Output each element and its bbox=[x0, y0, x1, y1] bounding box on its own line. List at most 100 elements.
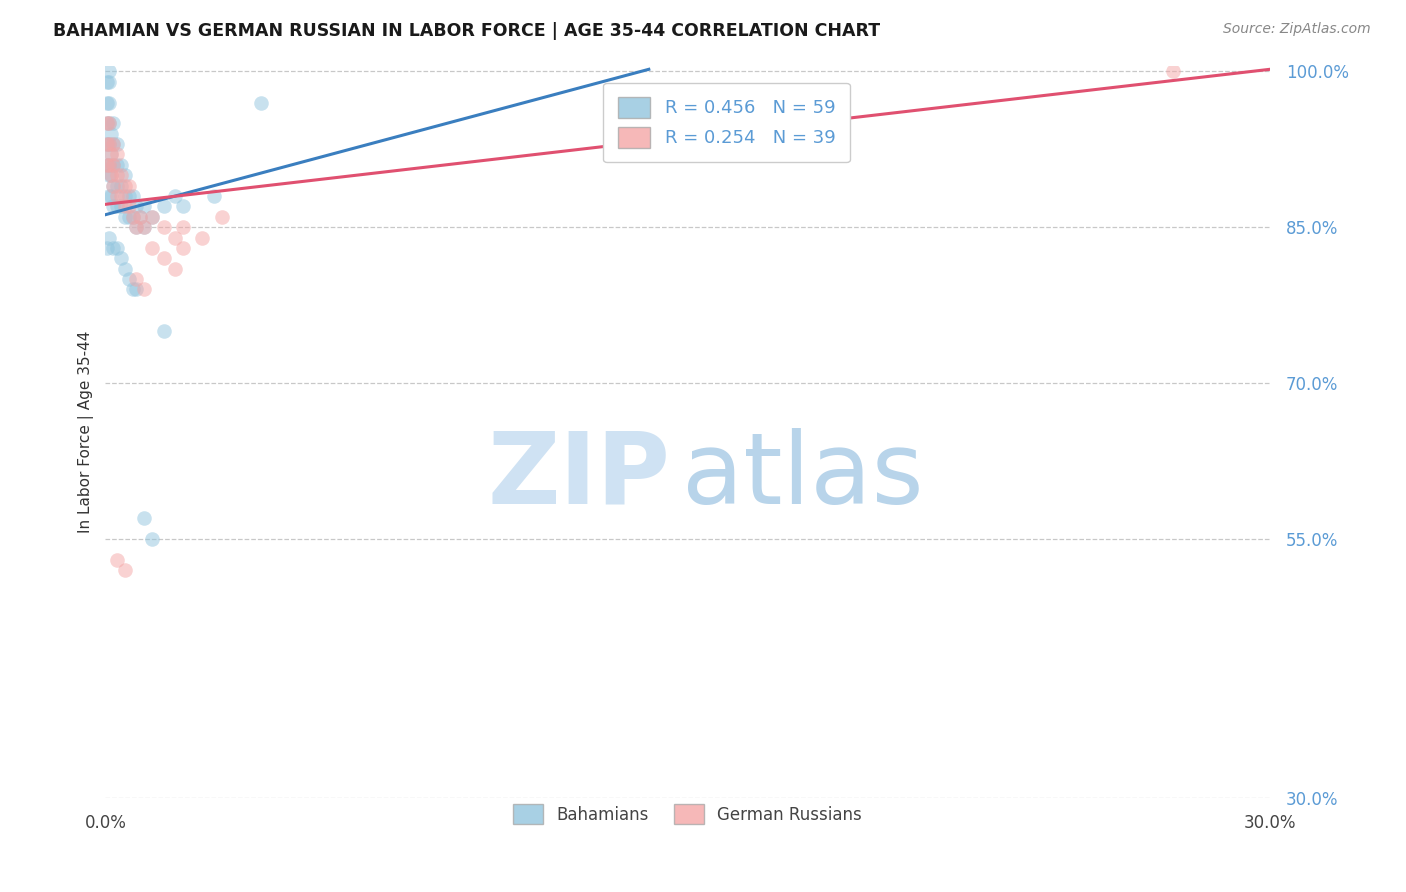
Point bbox=[121, 210, 143, 224]
Point bbox=[101, 241, 124, 255]
Point bbox=[165, 230, 187, 244]
Point bbox=[110, 178, 132, 193]
Point bbox=[118, 178, 141, 193]
Text: Source: ZipAtlas.com: Source: ZipAtlas.com bbox=[1223, 22, 1371, 37]
Point bbox=[134, 220, 156, 235]
Point bbox=[134, 199, 156, 213]
Point bbox=[98, 116, 121, 130]
Point bbox=[105, 241, 128, 255]
Point bbox=[165, 189, 187, 203]
Point bbox=[105, 137, 128, 152]
Point bbox=[100, 127, 122, 141]
Point bbox=[110, 252, 132, 266]
Point bbox=[125, 220, 148, 235]
Point bbox=[101, 158, 124, 172]
Point bbox=[105, 199, 128, 213]
Point bbox=[98, 137, 121, 152]
Point bbox=[118, 199, 141, 213]
Point bbox=[134, 283, 156, 297]
Point bbox=[129, 210, 152, 224]
Point bbox=[141, 532, 163, 546]
Point bbox=[98, 158, 121, 172]
Point bbox=[172, 241, 194, 255]
Point bbox=[105, 552, 128, 566]
Point bbox=[98, 168, 121, 182]
Point bbox=[98, 158, 121, 172]
Point bbox=[118, 210, 141, 224]
Point bbox=[96, 137, 118, 152]
Point bbox=[105, 168, 128, 182]
Point bbox=[114, 189, 136, 203]
Point bbox=[98, 95, 121, 110]
Point bbox=[172, 220, 194, 235]
Point bbox=[141, 241, 163, 255]
Point bbox=[249, 95, 271, 110]
Point bbox=[118, 272, 141, 286]
Point bbox=[100, 147, 122, 161]
Y-axis label: In Labor Force | Age 35-44: In Labor Force | Age 35-44 bbox=[79, 331, 94, 533]
Point bbox=[100, 168, 122, 182]
Point bbox=[96, 137, 118, 152]
Point bbox=[98, 116, 121, 130]
Legend: Bahamians, German Russians: Bahamians, German Russians bbox=[506, 797, 869, 830]
Point bbox=[172, 199, 194, 213]
Point bbox=[101, 116, 124, 130]
Point bbox=[101, 199, 124, 213]
Point bbox=[134, 220, 156, 235]
Point bbox=[98, 137, 121, 152]
Point bbox=[110, 189, 132, 203]
Point bbox=[134, 511, 156, 525]
Point bbox=[100, 189, 122, 203]
Point bbox=[98, 75, 121, 89]
Point bbox=[96, 241, 118, 255]
Point bbox=[98, 230, 121, 244]
Point bbox=[121, 283, 143, 297]
Point bbox=[114, 178, 136, 193]
Point bbox=[125, 220, 148, 235]
Point bbox=[101, 137, 124, 152]
Point bbox=[125, 199, 148, 213]
Point bbox=[129, 210, 152, 224]
Point bbox=[100, 168, 122, 182]
Point bbox=[101, 137, 124, 152]
Text: atlas: atlas bbox=[682, 428, 924, 524]
Point bbox=[114, 168, 136, 182]
Point bbox=[121, 210, 143, 224]
Point bbox=[114, 261, 136, 276]
Point bbox=[141, 210, 163, 224]
Point bbox=[98, 189, 121, 203]
Point bbox=[118, 189, 141, 203]
Point bbox=[110, 199, 132, 213]
Text: ZIP: ZIP bbox=[488, 428, 671, 524]
Point bbox=[152, 324, 174, 338]
Point bbox=[1161, 64, 1184, 78]
Point bbox=[96, 75, 118, 89]
Point bbox=[96, 158, 118, 172]
Point bbox=[105, 189, 128, 203]
Point bbox=[114, 563, 136, 577]
Point bbox=[141, 210, 163, 224]
Point bbox=[96, 95, 118, 110]
Point bbox=[101, 178, 124, 193]
Point bbox=[152, 220, 174, 235]
Point bbox=[125, 283, 148, 297]
Point bbox=[152, 199, 174, 213]
Point bbox=[105, 178, 128, 193]
Point bbox=[191, 230, 214, 244]
Point bbox=[114, 210, 136, 224]
Point bbox=[96, 158, 118, 172]
Point bbox=[101, 178, 124, 193]
Point bbox=[110, 158, 132, 172]
Point bbox=[152, 252, 174, 266]
Point bbox=[105, 147, 128, 161]
Point bbox=[98, 64, 121, 78]
Point bbox=[125, 272, 148, 286]
Point bbox=[121, 189, 143, 203]
Point bbox=[211, 210, 233, 224]
Point bbox=[110, 168, 132, 182]
Point bbox=[202, 189, 225, 203]
Text: BAHAMIAN VS GERMAN RUSSIAN IN LABOR FORCE | AGE 35-44 CORRELATION CHART: BAHAMIAN VS GERMAN RUSSIAN IN LABOR FORC… bbox=[53, 22, 880, 40]
Point bbox=[165, 261, 187, 276]
Point bbox=[96, 116, 118, 130]
Point bbox=[105, 158, 128, 172]
